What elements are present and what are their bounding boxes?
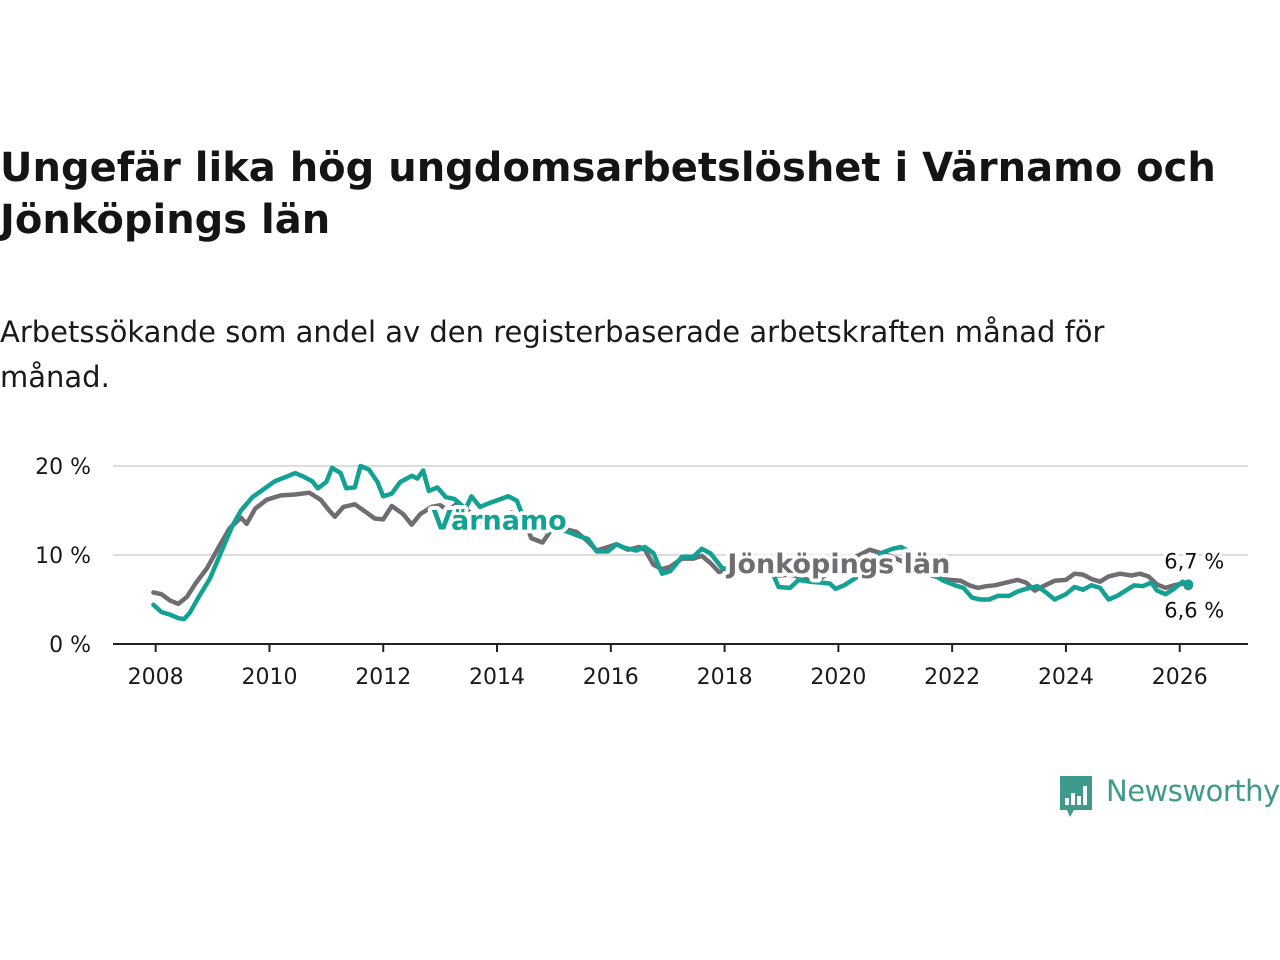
series-label-varnamo: Värnamo [432,505,567,536]
chart-subtitle: Arbetssökande som andel av den registerb… [0,315,1105,394]
series-label-jonkopings-lan-halo: Jönköpings län [725,549,950,580]
newsworthy-wordmark: Newsworthy [1106,774,1280,808]
y-tick-label: 0 % [49,633,91,658]
end-label-jonkopings-lan: 6,6 % [1164,598,1224,622]
y-tick-label: 10 % [35,544,91,569]
series-lines [151,463,1194,622]
y-tick-label: 20 % [35,455,91,480]
grid-lines [113,465,1248,556]
line-chart: 0 % 10 % 20 % 2008 2010 2012 2014 2016 2018 2020 2… [35,455,1248,690]
series-label-varnamo-halo: Värnamo [432,505,567,536]
series-end-dot-varnamo [1183,579,1194,590]
x-tick-label: 2020 [810,665,866,690]
series-label-jonkopings-lan: Jönköpings län [725,549,950,580]
end-label-jonkopings-lan-halo: 6,6 % [1164,598,1224,622]
axes: 0 % 10 % 20 % 2008 2010 2012 2014 2016 2018 2020 2… [35,455,1248,690]
newsworthy-chart-icon [1060,776,1092,817]
x-tick-label: 2010 [241,665,297,690]
series-line-varnamo [151,463,1191,622]
x-tick-label: 2026 [1152,665,1208,690]
x-tick-label: 2024 [1038,665,1094,690]
end-label-varnamo-halo: 6,7 % [1164,549,1224,573]
x-tick-label: 2008 [128,665,184,690]
x-tick-label: 2022 [924,665,980,690]
newsworthy-logo[interactable]: Newsworthy [1058,772,1280,820]
x-tick-label: 2014 [469,665,525,690]
chart-title: Ungefär lika hög ungdomsarbetslöshet i V… [0,145,1216,243]
x-tick-label: 2016 [583,665,639,690]
x-tick-label: 2018 [697,665,753,690]
end-label-varnamo: 6,7 % [1164,549,1224,573]
x-tick-label: 2012 [355,665,411,690]
